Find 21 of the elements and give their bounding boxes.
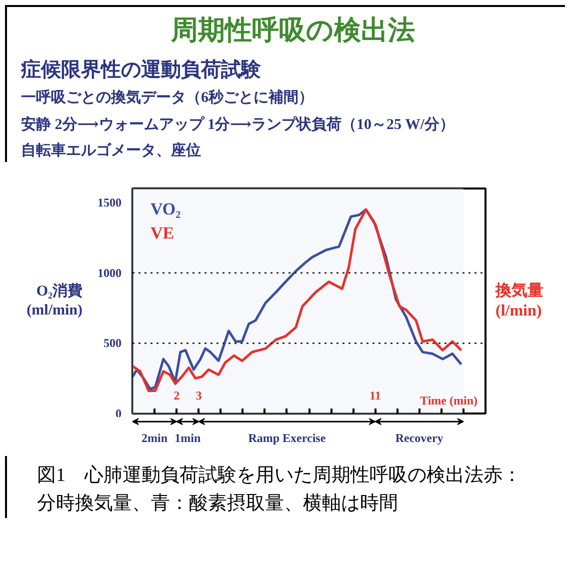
y-tick-label: 1500	[98, 196, 122, 210]
y-tick-label: 500	[104, 336, 122, 350]
band-label: 2min	[142, 430, 168, 445]
chart-title: 周期性呼吸の検出法	[170, 14, 416, 47]
caption: 図1 心肺運動負荷試験を用いた周期性呼吸の検出法赤：分時換気量、青：酸素摂取量、横軸は時間	[5, 456, 525, 518]
text: VO₂	[150, 200, 181, 218]
band-label: Recovery	[395, 430, 444, 445]
x-tick-label: 3	[196, 388, 202, 402]
text: 安静 2分⟶ウォームアップ 1分⟶ランプ状負荷（10～25 W/分）	[21, 115, 456, 135]
text: 一呼吸ごとの換気データ（6秒ごとに補間）	[21, 88, 314, 108]
band-label: Ramp Exercise	[248, 430, 326, 445]
x-axis-title: Time (min)	[420, 394, 478, 408]
chart-subtitle: 症候限界性の運動負荷試験	[21, 58, 262, 83]
y-axis-title: O₂消費 (ml/min)	[26, 282, 83, 319]
band-label: 1min	[174, 430, 201, 445]
x-tick-label: 2	[174, 388, 180, 402]
y2-axis-title: 換気量 (l/min)	[494, 281, 544, 320]
y-tick-label: 1000	[98, 266, 122, 280]
text: 自転車エルゴメータ、座位	[21, 141, 202, 161]
text: VE	[150, 224, 174, 242]
x-tick-label: 11	[370, 388, 381, 402]
